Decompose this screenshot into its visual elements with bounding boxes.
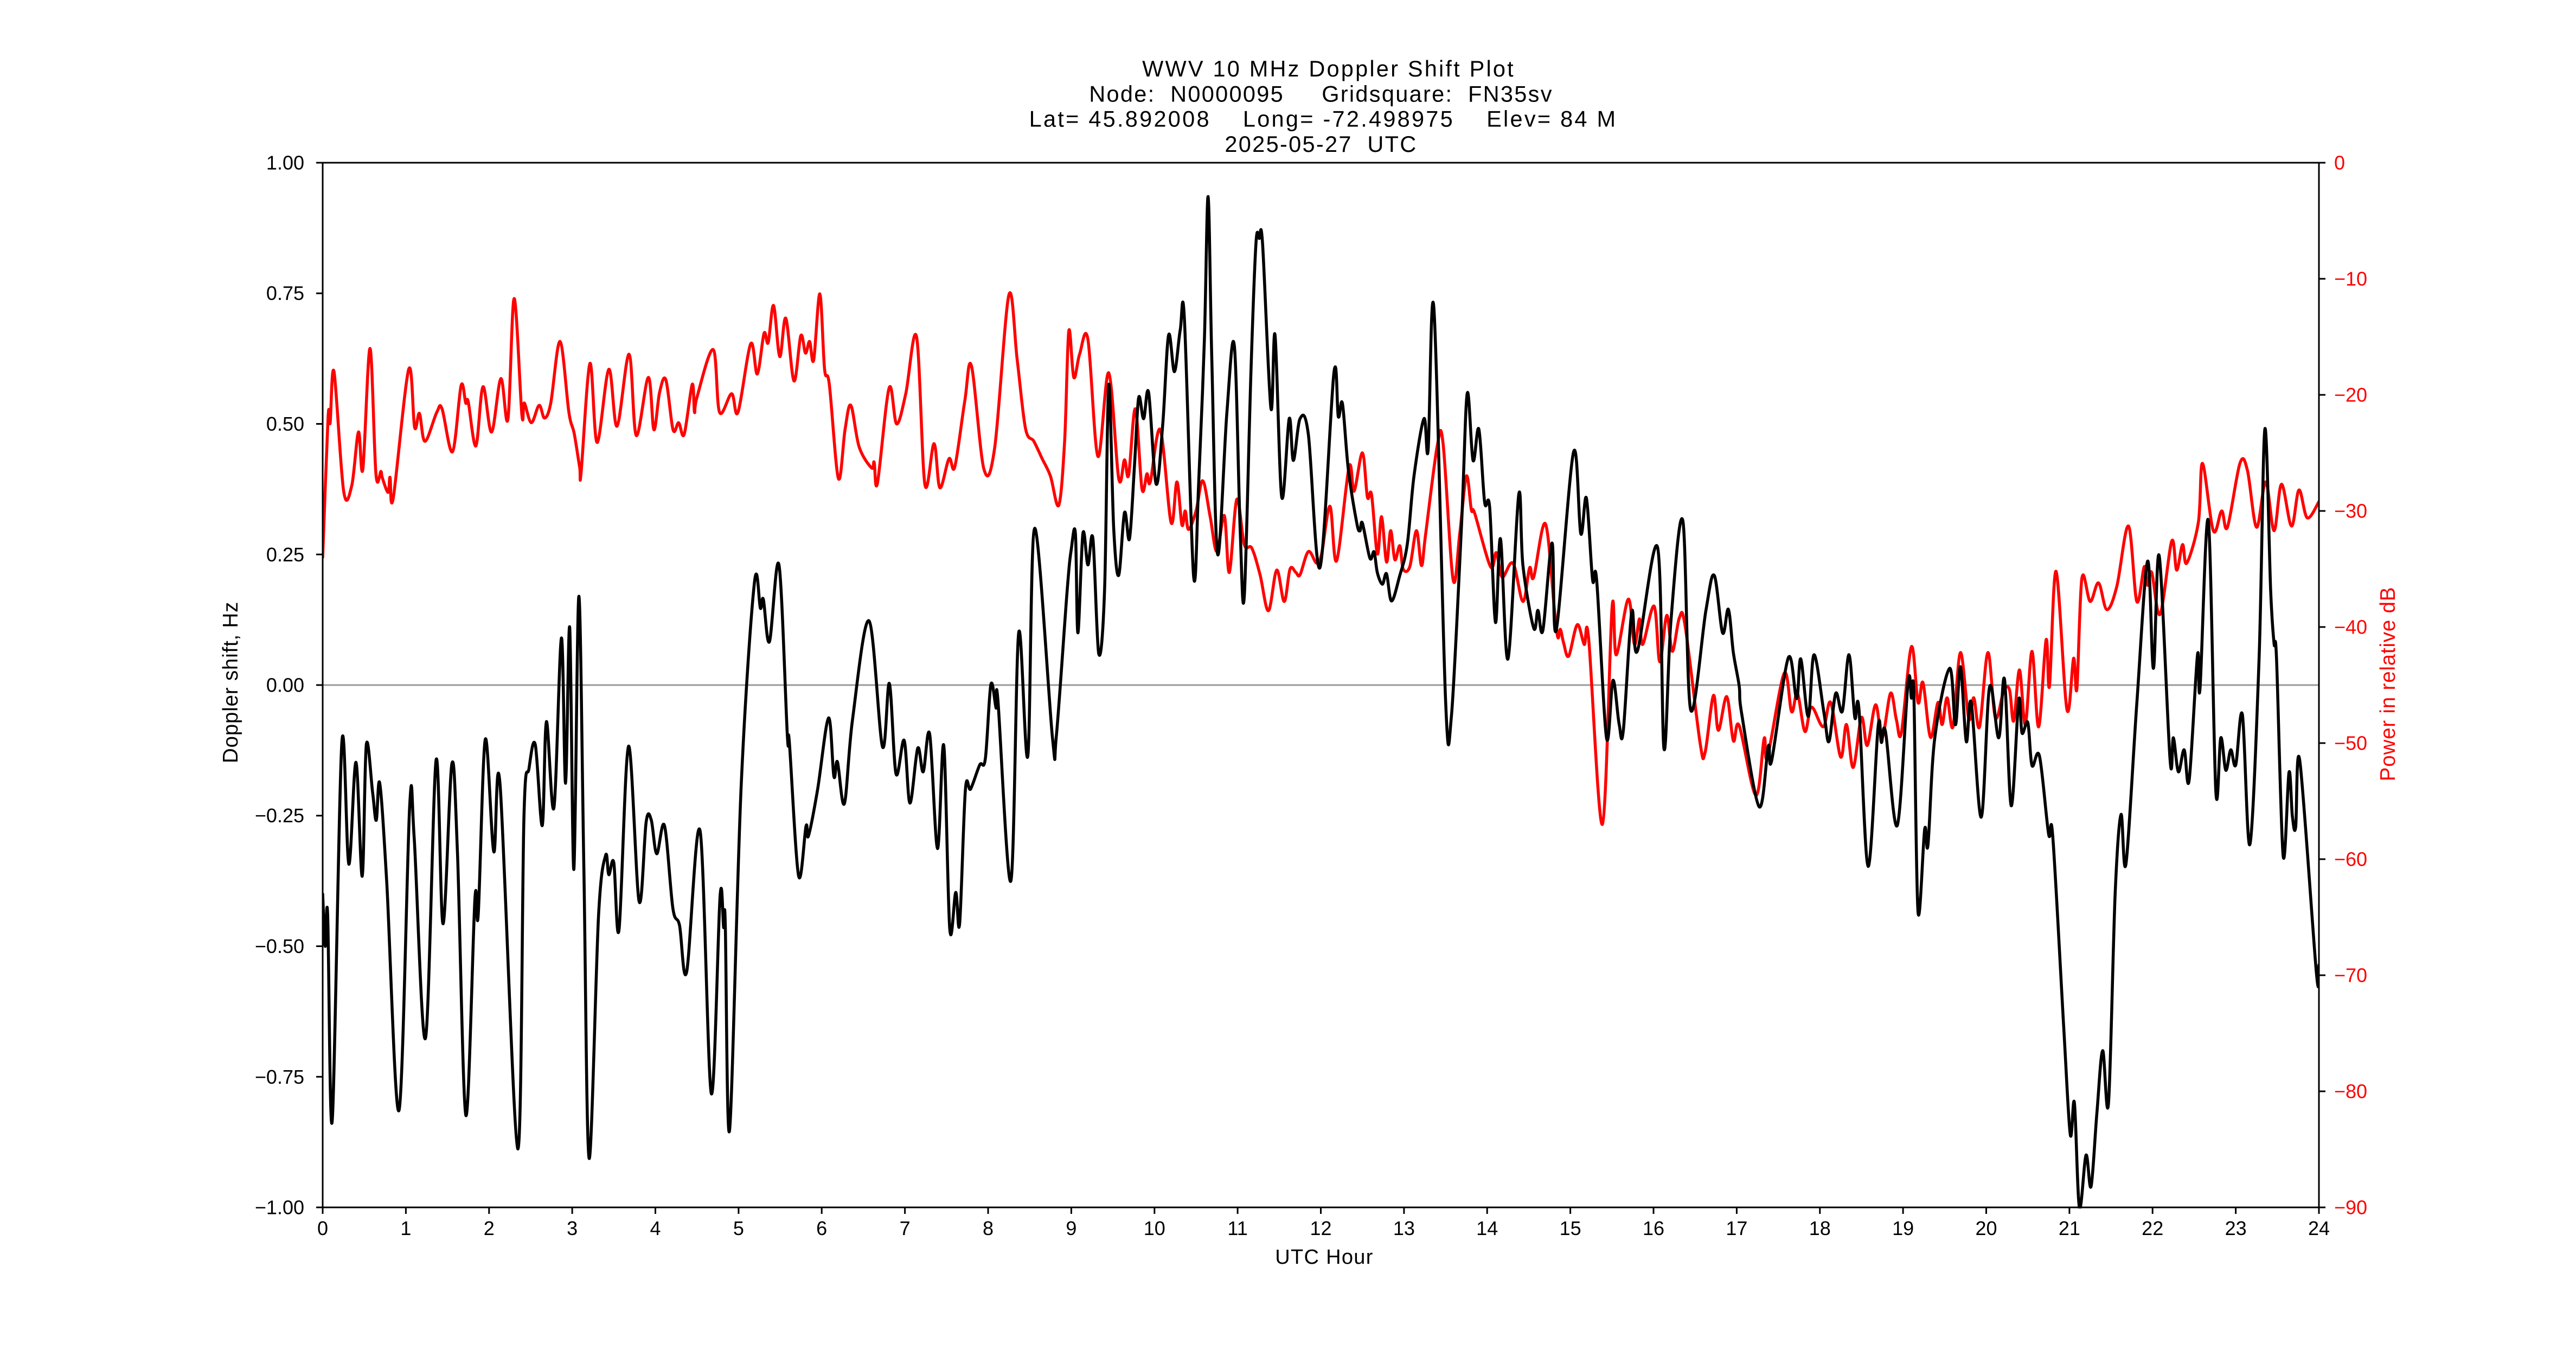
- svg-text:23: 23: [2225, 1217, 2247, 1239]
- svg-text:17: 17: [1726, 1217, 1747, 1239]
- svg-text:18: 18: [1809, 1217, 1831, 1239]
- svg-text:11: 11: [1227, 1217, 1247, 1239]
- svg-text:−90: −90: [2334, 1197, 2367, 1219]
- svg-text:12: 12: [1310, 1217, 1331, 1239]
- svg-text:16: 16: [1643, 1217, 1664, 1239]
- svg-text:0.00: 0.00: [266, 674, 304, 696]
- svg-text:10: 10: [1144, 1217, 1165, 1239]
- svg-text:−0.50: −0.50: [255, 935, 304, 957]
- svg-text:0.25: 0.25: [266, 543, 304, 566]
- svg-text:22: 22: [2142, 1217, 2163, 1239]
- svg-text:Node: N0000095 Gridsquare: Node: N0000095 Gridsquare: FN35sv: [1089, 81, 1553, 106]
- svg-text:−30: −30: [2334, 500, 2367, 522]
- svg-text:21: 21: [2059, 1217, 2080, 1239]
- svg-text:13: 13: [1393, 1217, 1415, 1239]
- svg-text:5: 5: [733, 1217, 744, 1239]
- svg-text:6: 6: [816, 1217, 827, 1239]
- svg-text:15: 15: [1560, 1217, 1581, 1239]
- svg-text:4: 4: [650, 1217, 661, 1239]
- svg-text:0.50: 0.50: [266, 413, 304, 435]
- svg-text:14: 14: [1476, 1217, 1498, 1239]
- svg-text:3: 3: [567, 1217, 578, 1239]
- svg-text:−10: −10: [2334, 268, 2367, 290]
- svg-text:Power in relative dB: Power in relative dB: [2376, 587, 2400, 781]
- svg-text:9: 9: [1066, 1217, 1076, 1239]
- svg-text:Doppler shift, Hz: Doppler shift, Hz: [219, 602, 242, 763]
- svg-text:0.75: 0.75: [266, 282, 304, 304]
- svg-text:−20: −20: [2334, 384, 2367, 406]
- svg-text:−0.25: −0.25: [255, 804, 304, 827]
- svg-text:2025-05-27 UTC: 2025-05-27 UTC: [1225, 131, 1417, 157]
- svg-text:−80: −80: [2334, 1080, 2367, 1103]
- svg-text:0: 0: [2334, 152, 2345, 174]
- svg-text:−60: −60: [2334, 848, 2367, 871]
- svg-text:1: 1: [400, 1217, 411, 1239]
- svg-text:−70: −70: [2334, 964, 2367, 987]
- svg-text:20: 20: [1975, 1217, 1997, 1239]
- svg-text:19: 19: [1892, 1217, 1914, 1239]
- svg-text:Lat= 45.892008 Long= -72.49: Lat= 45.892008 Long= -72.498975 Elev= 84…: [1029, 106, 1618, 132]
- svg-text:1.00: 1.00: [266, 152, 304, 174]
- svg-text:0: 0: [317, 1217, 328, 1239]
- svg-text:WWV 10 MHz Doppler Shift Plot: WWV 10 MHz Doppler Shift Plot: [1142, 56, 1515, 81]
- svg-text:2: 2: [484, 1217, 495, 1239]
- svg-text:−0.75: −0.75: [255, 1066, 304, 1088]
- svg-text:−40: −40: [2334, 616, 2367, 638]
- svg-text:24: 24: [2308, 1217, 2330, 1239]
- svg-text:8: 8: [983, 1217, 994, 1239]
- svg-text:UTC Hour: UTC Hour: [1275, 1246, 1373, 1269]
- svg-text:−1.00: −1.00: [255, 1197, 304, 1219]
- svg-text:7: 7: [900, 1217, 911, 1239]
- svg-text:−50: −50: [2334, 732, 2367, 754]
